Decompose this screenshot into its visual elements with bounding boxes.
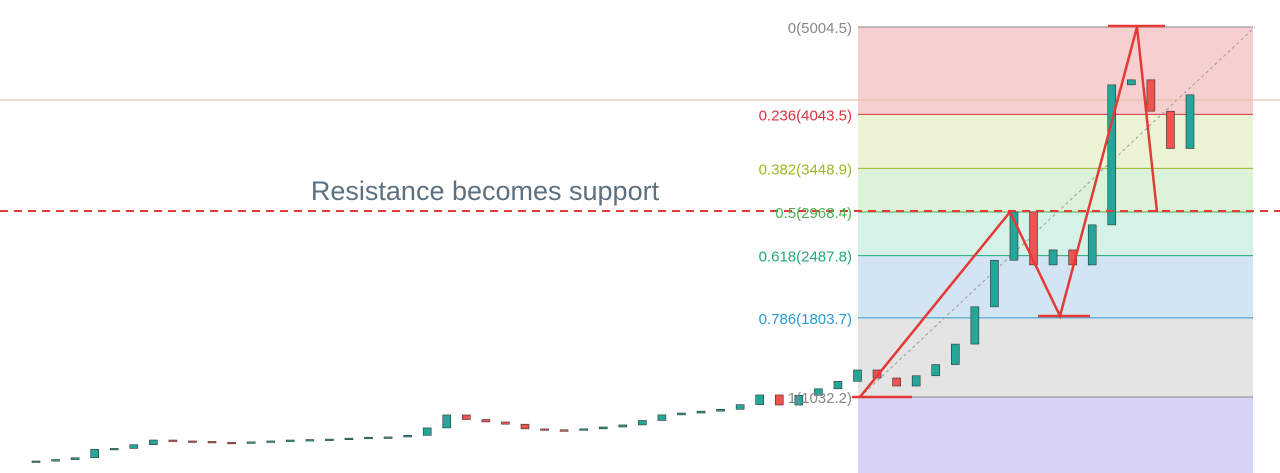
- candle-body: [90, 449, 99, 459]
- candle-body: [31, 460, 41, 463]
- candle-body: [442, 414, 452, 429]
- candle-body: [305, 439, 315, 442]
- candle-body: [207, 441, 217, 444]
- fib-band: [858, 397, 1253, 473]
- candle-body: [735, 404, 745, 410]
- candle-body: [755, 394, 764, 405]
- candle-body: [872, 369, 882, 379]
- fib-labels: 0(5004.5) 0.236(4043.5) 0.382(3448.9) 0.5(2…: [759, 20, 852, 407]
- candle-body: [1029, 211, 1038, 266]
- candle-body: [638, 420, 647, 426]
- candle-body: [559, 429, 569, 432]
- candle-body: [794, 395, 804, 406]
- candle-body: [325, 438, 334, 441]
- candle-body: [1087, 224, 1097, 266]
- candle-body: [950, 343, 960, 365]
- candle-body: [266, 440, 276, 443]
- candle-body: [657, 414, 667, 421]
- candle-body: [598, 426, 608, 430]
- candle-body: [501, 421, 510, 425]
- candle-body: [892, 377, 901, 387]
- candle-body: [911, 375, 921, 387]
- candle-body: [149, 439, 158, 445]
- candle-body: [1185, 94, 1195, 149]
- fib-bands: [858, 26, 1253, 473]
- candle-body: [462, 414, 471, 420]
- candle-body: [540, 428, 549, 431]
- candle-body: [246, 441, 256, 444]
- fib-label: 0.382(3448.9): [759, 161, 852, 178]
- fib-label: 0.236(4043.5): [759, 107, 852, 124]
- candle-body: [833, 381, 843, 390]
- candle-body: [520, 423, 530, 430]
- candle-body: [188, 440, 197, 443]
- candle-body: [285, 439, 295, 442]
- candle-body: [383, 436, 393, 439]
- candle-body: [696, 410, 706, 414]
- annotation: Resistance becomes support: [311, 176, 660, 206]
- candle-body: [1166, 110, 1175, 149]
- fib-label: 0.5(2968.4): [775, 205, 852, 222]
- fib-band: [858, 168, 1253, 212]
- fib-band: [858, 212, 1253, 256]
- candle-body: [1146, 79, 1156, 112]
- candle-body: [677, 412, 686, 416]
- candle-body: [51, 459, 60, 462]
- candle-body: [618, 424, 628, 428]
- candle-body: [364, 436, 373, 440]
- candle-body: [129, 444, 139, 449]
- candle-body: [1127, 79, 1136, 86]
- candle-body: [1048, 249, 1058, 266]
- fib-label: 0(5004.5): [788, 20, 852, 37]
- candle-body: [481, 419, 491, 423]
- candle-body: [579, 428, 588, 431]
- candle-body: [422, 427, 432, 436]
- candle-body: [931, 364, 941, 377]
- candle-body: [853, 369, 862, 382]
- candle-body: [109, 448, 119, 451]
- candle-body: [403, 435, 412, 438]
- fib-band: [858, 317, 1253, 397]
- candle-body: [716, 408, 725, 412]
- candle-body: [1107, 84, 1117, 226]
- candle-body: [774, 394, 784, 406]
- candle-body: [990, 259, 999, 308]
- candle-body: [168, 439, 178, 442]
- candle-body: [970, 306, 980, 345]
- candle-body: [344, 437, 354, 440]
- candle-body: [814, 388, 823, 396]
- candle-body: [227, 442, 236, 445]
- candle-body: [70, 457, 80, 460]
- fib-label: 0.786(1803.7): [759, 311, 852, 328]
- fib-label: 1(1032.2): [788, 390, 852, 407]
- fib-label: 0.618(2487.8): [759, 249, 852, 266]
